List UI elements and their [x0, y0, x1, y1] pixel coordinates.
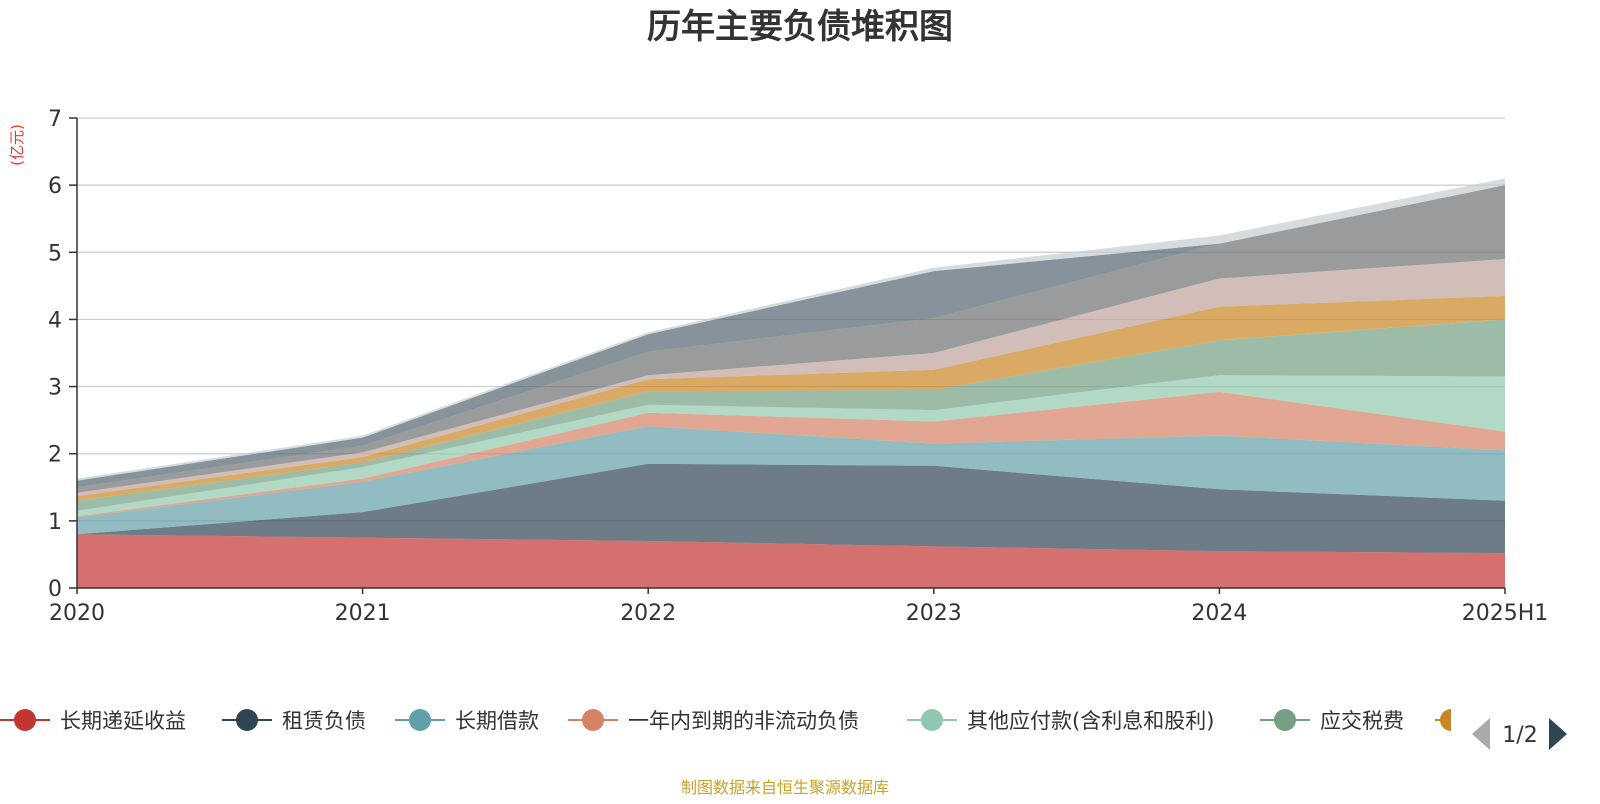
x-tick-label: 2022: [620, 601, 676, 626]
legend-item[interactable]: 一年内到期的非流动负债: [568, 709, 859, 733]
y-tick-label: 6: [48, 174, 62, 199]
legend-dot-marker: [409, 709, 431, 731]
area-series-3: [77, 426, 1505, 535]
legend-item[interactable]: 长期递延收益: [0, 709, 186, 733]
x-tick-label: 2021: [335, 601, 391, 626]
legend: 长期递延收益 租赁负债 长期借款 一年内到期的非流动负债 其他应付款(含利息和股利) 应交…: [0, 709, 1451, 733]
x-tick-label: 2025H1: [1462, 601, 1549, 626]
y-tick-label: 1: [48, 510, 62, 535]
legend-dot-marker: [1274, 709, 1296, 731]
legend-item-clipped[interactable]: [1435, 709, 1451, 731]
legend-page-indicator: 1/2: [1502, 723, 1537, 748]
legend-dot-marker: [1440, 709, 1451, 731]
legend-label: 租赁负债: [282, 709, 366, 733]
x-tick-label: 2024: [1191, 601, 1247, 626]
legend-dot-marker: [921, 709, 943, 731]
legend-next-page-icon[interactable]: [1549, 718, 1567, 750]
y-tick-label: 3: [48, 376, 62, 401]
legend-pager: 1/2: [1472, 718, 1567, 750]
legend-label: 应交税费: [1320, 709, 1404, 733]
legend-dot-marker: [582, 709, 604, 731]
area-series-10: [77, 185, 1505, 488]
data-source-note: 制图数据来自恒生聚源数据库: [681, 778, 889, 797]
legend-item[interactable]: 长期借款: [395, 709, 539, 733]
axes: 0 1 2 3 4 5 6 7 2020 2021 2022 2023 2024 2025H1: [48, 107, 1548, 626]
area-series-7: [77, 295, 1505, 501]
area-series-4: [77, 391, 1505, 518]
legend-label: 长期借款: [455, 709, 539, 733]
legend-label: 长期递延收益: [60, 709, 186, 733]
x-tick-label: 2023: [906, 601, 962, 626]
area-series-1: [77, 534, 1505, 588]
area-series-group: [77, 178, 1505, 588]
area-series-6: [77, 319, 1505, 511]
area-series-5: [77, 375, 1505, 517]
y-tick-label: 4: [48, 308, 62, 333]
y-axis-unit-label: (亿元): [8, 124, 26, 166]
legend-dot-marker: [14, 709, 36, 731]
x-tick-label: 2020: [49, 601, 105, 626]
chart-title: 历年主要负债堆积图: [647, 7, 953, 47]
legend-item[interactable]: 租赁负债: [222, 709, 366, 733]
legend-label: 一年内到期的非流动负债: [628, 709, 859, 733]
y-tick-label: 5: [48, 241, 62, 266]
legend-label: 其他应付款(含利息和股利): [967, 709, 1214, 733]
y-tick-label: 0: [48, 577, 62, 602]
y-tick-label: 2: [48, 443, 62, 468]
legend-item[interactable]: 其他应付款(含利息和股利): [907, 709, 1214, 733]
legend-item[interactable]: 应交税费: [1260, 709, 1404, 733]
area-series-11: [77, 178, 1505, 481]
area-series-2: [77, 463, 1505, 554]
y-tick-label: 7: [48, 107, 62, 132]
area-series-9: [77, 185, 1505, 493]
area-series-8: [77, 259, 1505, 496]
legend-prev-page-icon[interactable]: [1472, 718, 1490, 750]
legend-dot-marker: [236, 709, 258, 731]
